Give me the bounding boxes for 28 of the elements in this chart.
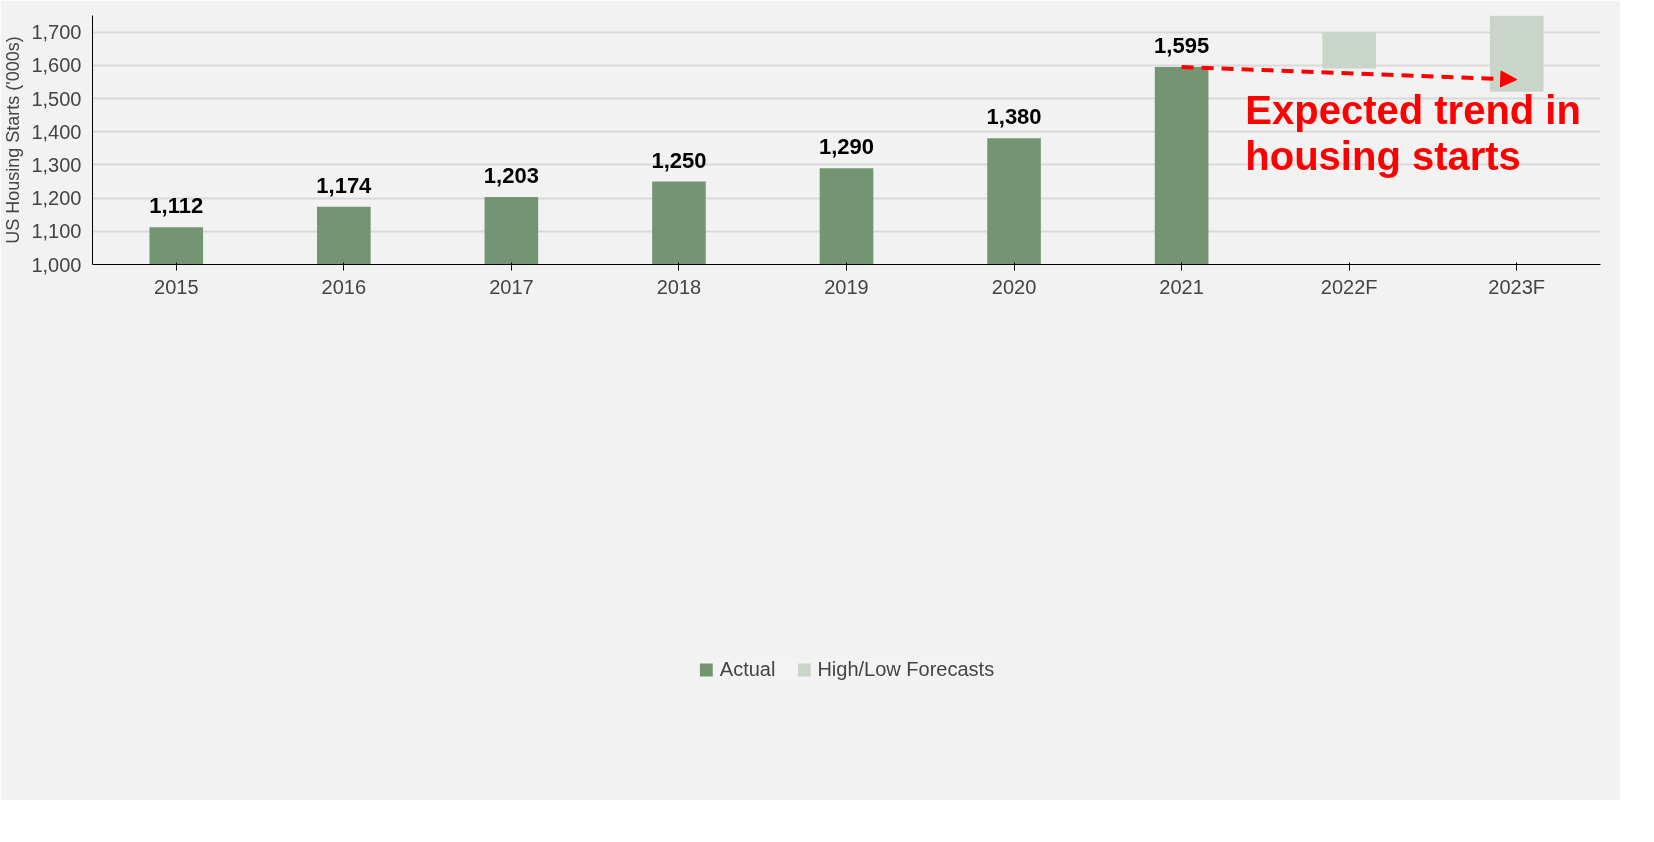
y-tick-label: 1,000 bbox=[31, 253, 82, 276]
x-tick-label: 2022F bbox=[1320, 275, 1378, 298]
x-tick-label: 2017 bbox=[489, 275, 534, 298]
y-tick-label: 1,200 bbox=[31, 187, 82, 210]
data-label: 1,290 bbox=[818, 134, 875, 160]
y-tick-label: 1,300 bbox=[31, 153, 82, 176]
y-tick-label: 1,700 bbox=[31, 21, 82, 44]
x-tick-label: 2016 bbox=[321, 275, 367, 298]
x-tick-label: 2019 bbox=[824, 275, 869, 298]
x-tick-label: 2021 bbox=[1159, 275, 1204, 298]
legend-label: Actual bbox=[719, 657, 776, 681]
data-label: 1,112 bbox=[149, 193, 204, 219]
y-axis-title: US Housing Starts ('000s) bbox=[3, 36, 24, 244]
data-label: 1,203 bbox=[483, 163, 539, 189]
data-label: 1,174 bbox=[316, 172, 373, 198]
x-tick-label: 2023F bbox=[1488, 275, 1546, 298]
annotation: Expected trend in housing starts bbox=[1245, 87, 1581, 178]
legend-label: High/Low Forecasts bbox=[817, 657, 995, 681]
x-tick-label: 2015 bbox=[154, 275, 199, 298]
data-label: 1,380 bbox=[986, 104, 1042, 130]
y-tick-label: 1,100 bbox=[31, 220, 82, 243]
x-tick-label: 2018 bbox=[656, 275, 702, 298]
data-label: 1,250 bbox=[651, 147, 707, 173]
x-tick-label: 2020 bbox=[991, 275, 1037, 298]
y-tick-label: 1,400 bbox=[31, 120, 82, 143]
data-label: 1,595 bbox=[1154, 32, 1210, 58]
y-tick-label: 1,500 bbox=[31, 87, 82, 110]
y-tick-label: 1,600 bbox=[31, 54, 82, 77]
